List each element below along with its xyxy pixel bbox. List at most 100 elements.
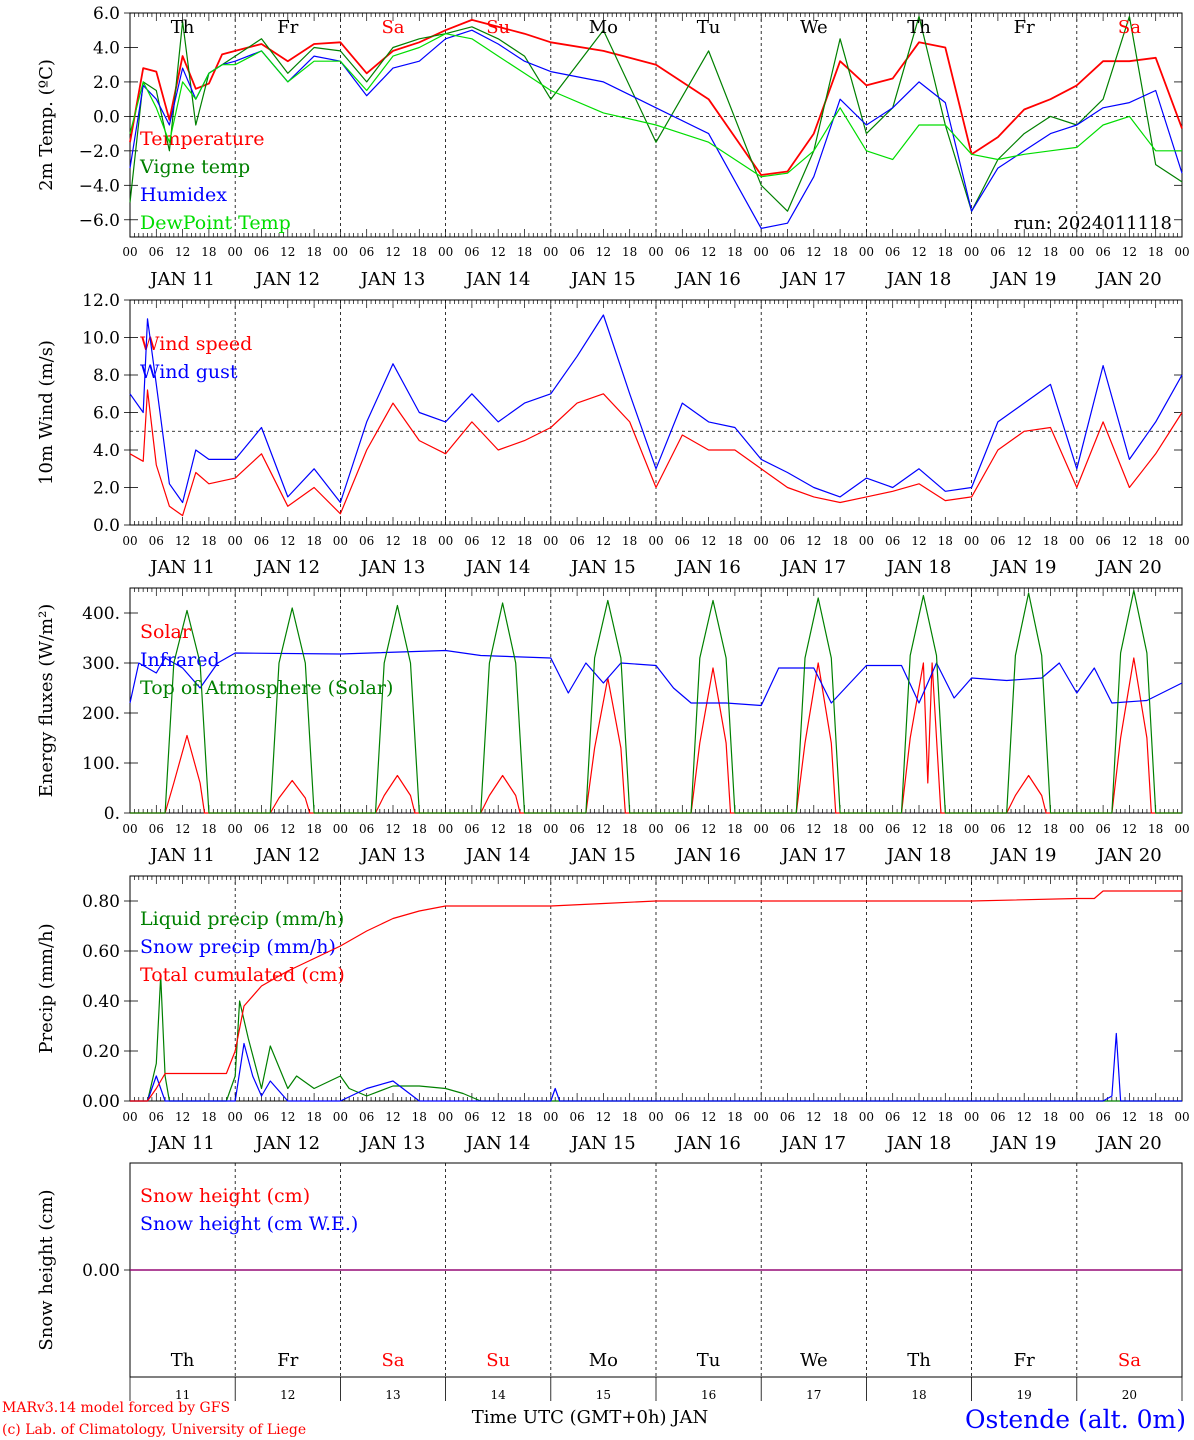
hour-tick-label: 12 bbox=[596, 245, 611, 259]
day-of-week-label: Fr bbox=[1014, 1350, 1035, 1371]
y-tick-label: 0.0 bbox=[93, 516, 120, 536]
hour-tick-label: 06 bbox=[254, 245, 269, 259]
hour-tick-label: 18 bbox=[832, 822, 847, 836]
date-label: JAN 15 bbox=[569, 557, 636, 578]
date-label: JAN 16 bbox=[674, 845, 741, 866]
hour-tick-label: 00 bbox=[333, 822, 348, 836]
hour-tick-label: 18 bbox=[727, 534, 742, 548]
hour-tick-label: 00 bbox=[122, 822, 137, 836]
hour-tick-label: 18 bbox=[1148, 534, 1163, 548]
plot-frame bbox=[129, 587, 1183, 814]
hour-tick-label: 00 bbox=[964, 822, 979, 836]
day-number-label: 17 bbox=[806, 1388, 821, 1402]
hour-tick-label: 00 bbox=[122, 245, 137, 259]
y-tick-label: 100. bbox=[82, 754, 120, 774]
hour-tick-label: 06 bbox=[780, 245, 795, 259]
meteogram-panels: 00 06 12 18 00 06 12 18 00 06 12 18 00 06 12 18 00 06 12 18… bbox=[36, 4, 1190, 1402]
date-label: JAN 16 bbox=[674, 557, 741, 578]
y-tick-label: 6.0 bbox=[93, 4, 120, 24]
hour-tick-label: 18 bbox=[727, 1110, 742, 1124]
hour-tick-label: 06 bbox=[885, 534, 900, 548]
legend-entry: Snow precip (mm/h) bbox=[140, 936, 336, 958]
hour-tick-label: 00 bbox=[122, 1110, 137, 1124]
date-label: JAN 18 bbox=[885, 845, 952, 866]
panel-precip: 00 06 12 18 00 06 12 18 00 06 12 18 00 06 12 18 00 06 12 18… bbox=[36, 875, 1190, 1154]
hour-tick-label: 18 bbox=[412, 245, 427, 259]
day-of-week-label: Sa bbox=[381, 17, 404, 38]
day-of-week-label: Mo bbox=[589, 17, 618, 38]
hour-tick-label: 18 bbox=[517, 822, 532, 836]
hour-tick-label: 18 bbox=[938, 245, 953, 259]
day-of-week-label: Su bbox=[486, 17, 510, 38]
hour-tick-label: 00 bbox=[543, 245, 558, 259]
hour-tick-label: 12 bbox=[701, 822, 716, 836]
hour-tick-label: 00 bbox=[438, 534, 453, 548]
date-label: JAN 16 bbox=[674, 269, 741, 290]
hour-tick-label: 12 bbox=[175, 822, 190, 836]
day-of-week-label: We bbox=[800, 17, 828, 38]
y-tick-label: 400. bbox=[82, 604, 120, 624]
hour-tick-label: 12 bbox=[1017, 1110, 1032, 1124]
hour-tick-label: 06 bbox=[464, 245, 479, 259]
hour-tick-label: 18 bbox=[1148, 822, 1163, 836]
day-number-label: 14 bbox=[491, 1388, 507, 1402]
run-label: run: 2024011118 bbox=[1014, 213, 1172, 234]
day-number-label: 11 bbox=[175, 1388, 190, 1402]
hour-tick-label: 06 bbox=[885, 245, 900, 259]
hour-tick-label: 00 bbox=[122, 534, 137, 548]
hour-tick-label: 06 bbox=[1095, 1110, 1110, 1124]
day-of-week-label: Fr bbox=[277, 17, 298, 38]
date-label: JAN 19 bbox=[990, 557, 1057, 578]
hour-tick-label: 00 bbox=[333, 1110, 348, 1124]
day-of-week-label: Tu bbox=[697, 1350, 721, 1371]
hour-tick-label: 12 bbox=[911, 534, 926, 548]
lab-credit: (c) Lab. of Climatology, University of L… bbox=[2, 1422, 306, 1438]
hour-tick-label: 12 bbox=[385, 534, 400, 548]
hour-tick-label: 12 bbox=[280, 822, 295, 836]
day-number-label: 20 bbox=[1122, 1388, 1137, 1402]
hour-tick-label: 00 bbox=[648, 534, 663, 548]
hour-tick-label: 18 bbox=[517, 534, 532, 548]
date-label: JAN 14 bbox=[464, 269, 531, 290]
station-name: Ostende (alt. 0m) bbox=[965, 1405, 1186, 1434]
date-label: JAN 20 bbox=[1095, 1133, 1162, 1154]
hour-tick-label: 06 bbox=[254, 822, 269, 836]
y-axis-label: 2m Temp. (ºC) bbox=[36, 59, 57, 191]
hour-tick-label: 06 bbox=[359, 1110, 374, 1124]
hour-tick-label: 00 bbox=[438, 1110, 453, 1124]
hour-tick-label: 00 bbox=[333, 534, 348, 548]
hour-tick-label: 06 bbox=[149, 1110, 164, 1124]
hour-tick-label: 06 bbox=[464, 534, 479, 548]
date-label: JAN 16 bbox=[674, 1133, 741, 1154]
date-label: JAN 17 bbox=[780, 1133, 847, 1154]
hour-tick-label: 18 bbox=[201, 822, 216, 836]
day-of-week-label: We bbox=[800, 1350, 828, 1371]
x-axis-title: Time UTC (GMT+0h) JAN bbox=[472, 1407, 709, 1428]
hour-tick-label: 12 bbox=[1122, 534, 1137, 548]
legend-entry: Liquid precip (mm/h) bbox=[140, 908, 344, 930]
hour-tick-label: 00 bbox=[543, 822, 558, 836]
y-tick-label: 2.0 bbox=[93, 73, 120, 93]
hour-tick-label: 06 bbox=[254, 534, 269, 548]
hour-tick-label: 12 bbox=[596, 1110, 611, 1124]
hour-tick-label: 12 bbox=[1017, 534, 1032, 548]
series-line-infrared bbox=[129, 649, 1183, 707]
date-label: JAN 13 bbox=[359, 557, 426, 578]
hour-tick-label: 06 bbox=[359, 822, 374, 836]
hour-tick-label: 00 bbox=[859, 245, 874, 259]
y-tick-label: −6.0 bbox=[79, 211, 120, 231]
date-label: JAN 15 bbox=[569, 269, 636, 290]
hour-tick-label: 12 bbox=[806, 245, 821, 259]
hour-tick-label: 00 bbox=[859, 1110, 874, 1124]
series-line-snow-precip-mm-h- bbox=[130, 1032, 1182, 1102]
hour-tick-label: 18 bbox=[412, 1110, 427, 1124]
y-axis-label: 10m Wind (m/s) bbox=[36, 340, 57, 485]
hour-tick-label: 00 bbox=[754, 822, 769, 836]
hour-tick-label: 18 bbox=[412, 534, 427, 548]
legend-entry: Infrared bbox=[140, 649, 220, 671]
y-tick-label: 0.20 bbox=[82, 1042, 120, 1062]
hour-tick-label: 00 bbox=[964, 1110, 979, 1124]
panel-temp: 00 06 12 18 00 06 12 18 00 06 12 18 00 06 12 18 00 06 12 18… bbox=[36, 4, 1190, 290]
hour-tick-label: 06 bbox=[675, 534, 690, 548]
